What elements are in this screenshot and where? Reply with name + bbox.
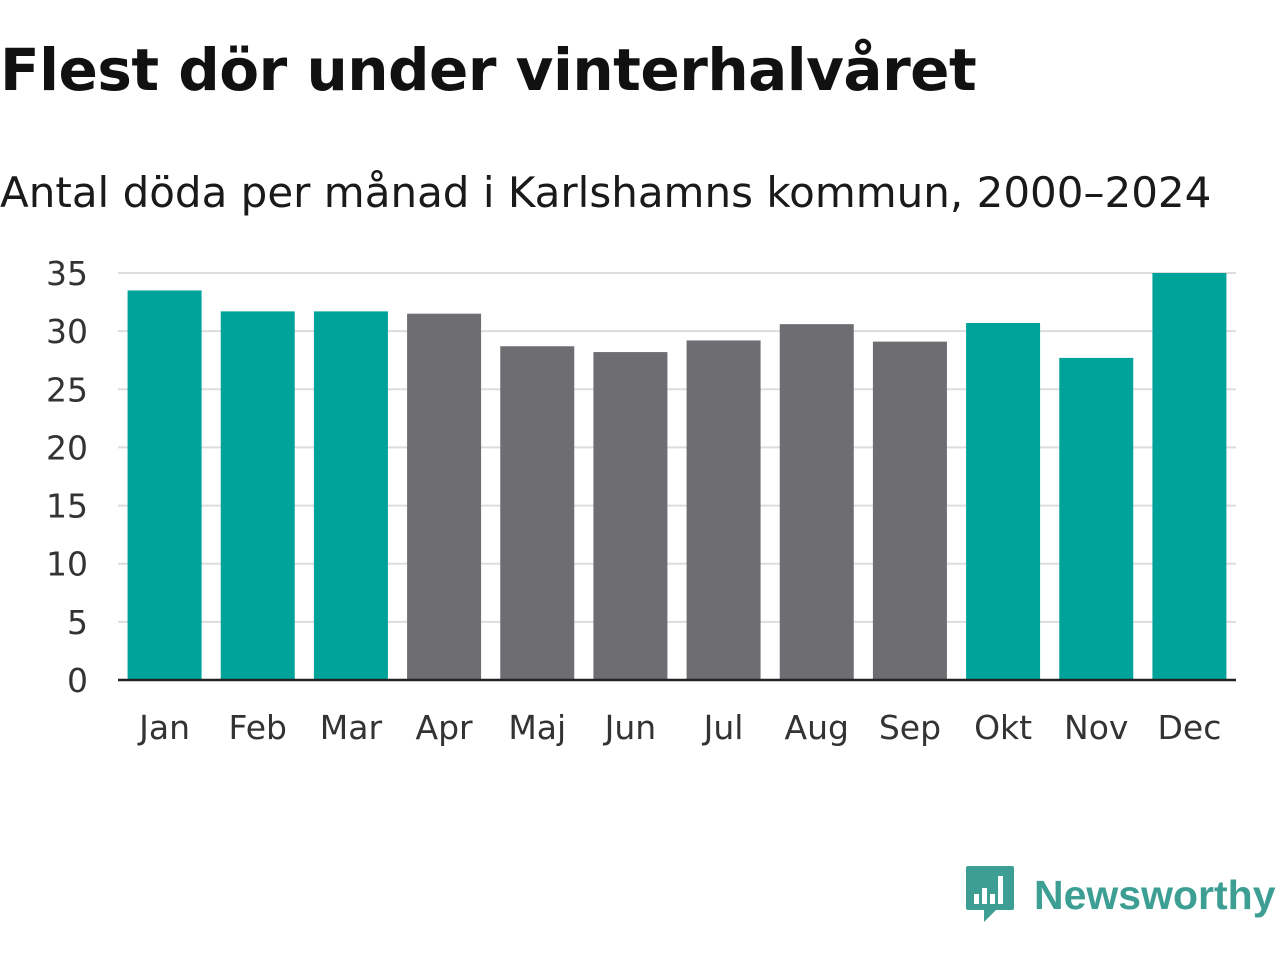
bar-aug [779, 324, 854, 680]
bar-nov [1059, 357, 1134, 680]
newsworthy-logo-icon [966, 866, 1014, 922]
bar-apr [407, 313, 482, 680]
bar-okt [966, 323, 1041, 680]
brand-logo: Newsworthy [964, 864, 1276, 926]
x-tick-label: Jan [137, 708, 190, 747]
x-tick-label: Nov [1064, 708, 1128, 747]
y-tick-label: 25 [46, 370, 88, 409]
x-tick-label: Jul [702, 708, 744, 747]
y-tick-label: 5 [67, 603, 88, 642]
y-tick-label: 15 [46, 487, 88, 526]
x-tick-label: Maj [508, 708, 566, 747]
y-tick-label: 0 [67, 661, 88, 700]
x-tick-label: Okt [974, 708, 1032, 747]
bar-jul [686, 340, 761, 680]
bar-feb [220, 311, 295, 680]
x-tick-label: Mar [320, 708, 383, 747]
chart-title: Flest dör under vinterhalvåret [0, 36, 977, 104]
x-tick-label: Sep [879, 708, 941, 747]
x-tick-label: Aug [785, 708, 849, 747]
bar-jun [593, 352, 668, 680]
y-tick-label: 20 [46, 428, 88, 467]
x-tick-label: Jun [603, 708, 657, 747]
bar-dec [1152, 273, 1227, 680]
chart-subtitle: Antal döda per månad i Karlshamns kommun… [0, 168, 1212, 217]
y-tick-label: 30 [46, 312, 88, 351]
x-tick-label: Dec [1157, 708, 1221, 747]
bar-mar [313, 311, 388, 680]
y-tick-label: 10 [46, 545, 88, 584]
brand-name: Newsworthy [1034, 871, 1276, 918]
y-tick-label: 35 [46, 254, 88, 293]
bar-sep [872, 341, 947, 680]
x-tick-label: Apr [416, 708, 474, 747]
x-tick-label: Feb [229, 708, 287, 747]
bar-maj [500, 346, 575, 680]
bar-jan [127, 290, 202, 680]
